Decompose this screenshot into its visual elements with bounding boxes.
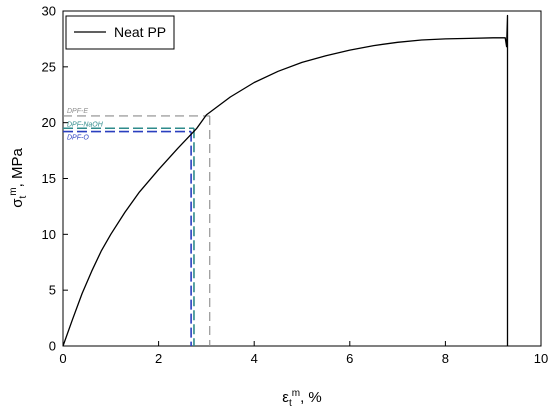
x-tick-label: 10 (534, 351, 548, 366)
x-axis-ticks: 0 2 4 6 8 10 (59, 341, 548, 366)
legend-label-neat-pp: Neat PP (114, 24, 166, 40)
series-line-neat-pp (62, 14, 509, 347)
series-layer (62, 14, 509, 347)
x-axis-title: εtm, % (282, 388, 322, 409)
annotation-label: DPF-E (67, 108, 88, 115)
y-tick-label: 30 (42, 4, 56, 19)
x-tick-label: 4 (251, 351, 258, 366)
legend: Neat PP (65, 15, 175, 50)
y-axis-title: σtm, MPa (8, 148, 29, 208)
y-tick-label: 0 (49, 339, 56, 354)
y-tick-label: 15 (42, 171, 56, 186)
y-axis-ticks: 0 5 10 15 20 25 30 (42, 4, 68, 354)
x-tick-label: 0 (59, 351, 66, 366)
y-tick-label: 5 (49, 283, 56, 298)
y-tick-label: 10 (42, 227, 56, 242)
plot-frame (62, 10, 542, 347)
x-tick-label: 2 (155, 351, 162, 366)
annotation-label: DPF-NaOH (67, 121, 104, 128)
y-tick-label: 25 (42, 59, 56, 74)
annotation-label: DPF-O (67, 135, 89, 142)
x-tick-label: 6 (346, 351, 353, 366)
y-tick-label: 20 (42, 115, 56, 130)
x-tick-label: 8 (442, 351, 449, 366)
reference-lines: DPF-E DPF-NaOH DPF-O (63, 108, 211, 346)
